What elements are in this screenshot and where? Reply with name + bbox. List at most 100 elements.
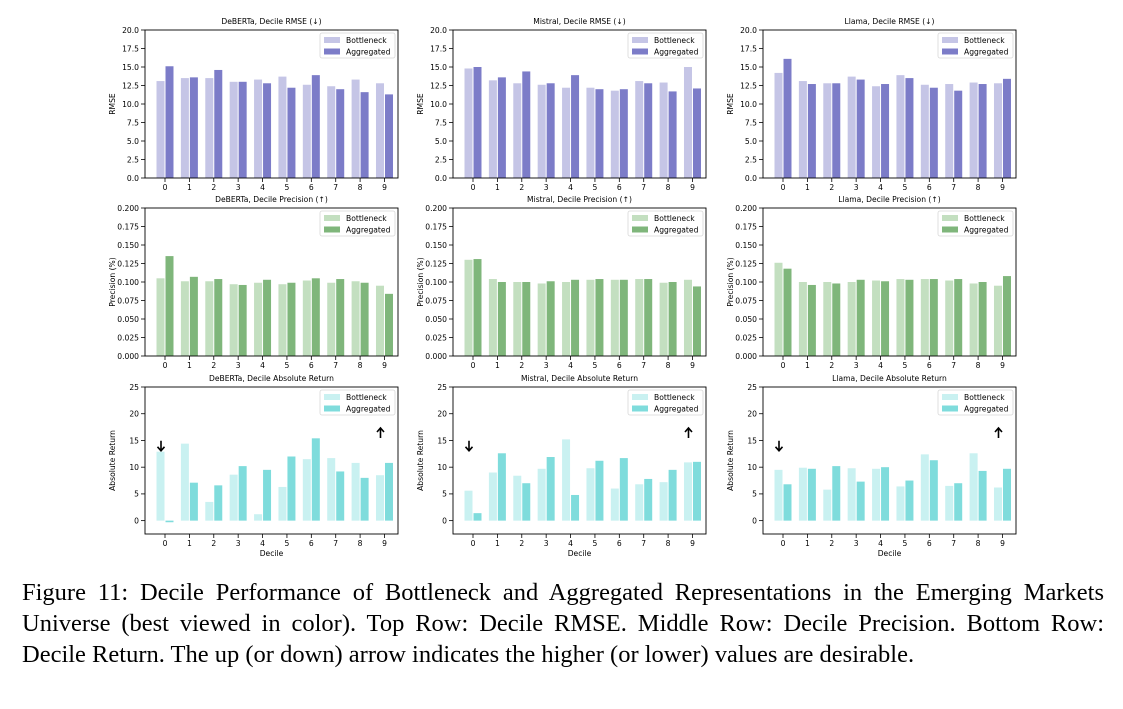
legend-label-bottleneck: Bottleneck xyxy=(964,214,1005,223)
legend-swatch-bottleneck xyxy=(942,394,958,400)
x-tick-label: 9 xyxy=(690,361,695,370)
y-tick-label: 0.025 xyxy=(117,333,139,342)
chart-panel-rmse-0: 0.0 2.5 5.0 7.5 10.0 12.5 15.0 17.5 20.0 0 1 2 3 4 5 6 7… xyxy=(108,17,399,192)
bar-bottleneck-decile-1 xyxy=(488,279,497,356)
x-tick-label: 1 xyxy=(187,183,192,192)
y-tick-label: 17.5 xyxy=(122,44,139,53)
y-tick-label: 0.200 xyxy=(117,204,139,213)
x-tick-label: 2 xyxy=(519,183,524,192)
x-tick-label: 0 xyxy=(781,361,786,370)
y-tick-label: 20 xyxy=(437,410,447,419)
legend: Bottleneck Aggregated xyxy=(627,389,704,416)
y-tick-label: 5 xyxy=(442,490,447,499)
bar-aggregated-decile-0 xyxy=(783,484,792,521)
bar-bottleneck-decile-3 xyxy=(847,282,856,356)
x-tick-label: 3 xyxy=(544,183,549,192)
x-tick-label: 1 xyxy=(495,361,500,370)
bar-aggregated-decile-8 xyxy=(360,92,369,178)
bar-bottleneck-decile-9 xyxy=(683,462,692,521)
y-tick-label: 0.100 xyxy=(425,278,447,287)
y-tick-label: 20.0 xyxy=(740,26,757,35)
down-arrow-icon xyxy=(774,440,784,453)
bar-bottleneck-decile-7 xyxy=(945,84,954,178)
y-tick-label: 2.5 xyxy=(745,155,757,164)
x-tick-label: 1 xyxy=(187,361,192,370)
y-tick-label: 5.0 xyxy=(127,137,139,146)
legend-label-bottleneck: Bottleneck xyxy=(346,36,387,45)
bar-bottleneck-decile-8 xyxy=(969,82,978,178)
bar-aggregated-decile-0 xyxy=(165,520,174,523)
x-tick-label: 2 xyxy=(211,183,216,192)
bar-bottleneck-decile-8 xyxy=(659,82,668,178)
x-tick-label: 1 xyxy=(187,539,192,548)
legend-swatch-aggregated xyxy=(324,405,340,412)
x-tick-label: 1 xyxy=(805,183,810,192)
bar-bottleneck-decile-7 xyxy=(327,282,336,356)
bar-aggregated-decile-3 xyxy=(546,457,555,521)
x-tick-label: 3 xyxy=(544,361,549,370)
y-tick-label: 15 xyxy=(129,436,139,445)
x-tick-label: 3 xyxy=(236,539,241,548)
legend: Bottleneck Aggregated xyxy=(627,210,704,237)
y-tick-label: 0 xyxy=(752,516,757,525)
bar-bottleneck-decile-9 xyxy=(375,285,384,356)
up-arrow-icon xyxy=(376,426,385,438)
y-tick-label: 0.100 xyxy=(117,278,139,287)
plot-frame xyxy=(144,207,399,357)
bar-aggregated-decile-7 xyxy=(644,83,653,178)
y-tick-label: 25 xyxy=(747,383,757,392)
bar-bottleneck-decile-7 xyxy=(945,485,954,521)
bar-bottleneck-decile-8 xyxy=(351,79,360,178)
bar-bottleneck-decile-4 xyxy=(562,87,571,178)
y-tick-label: 20.0 xyxy=(122,26,139,35)
bar-aggregated-decile-1 xyxy=(807,84,816,178)
bar-bottleneck-decile-0 xyxy=(774,469,783,521)
x-tick-label: 1 xyxy=(805,539,810,548)
chart-panel-rmse-1: 0.0 2.5 5.0 7.5 10.0 12.5 15.0 17.5 20.0 0 1 2 3 4 5 6 7… xyxy=(416,17,707,192)
legend-swatch-aggregated xyxy=(632,405,648,412)
bar-aggregated-decile-4 xyxy=(881,281,890,356)
y-tick-label: 0.0 xyxy=(127,174,139,183)
x-tick-label: 3 xyxy=(854,539,859,548)
bar-bottleneck-decile-0 xyxy=(464,259,473,356)
x-axis-label: Decile xyxy=(568,549,592,558)
bar-aggregated-decile-2 xyxy=(214,69,223,178)
x-tick-label: 0 xyxy=(163,183,168,192)
bar-bottleneck-decile-3 xyxy=(847,468,856,521)
legend-swatch-aggregated xyxy=(324,226,340,233)
legend-swatch-aggregated xyxy=(942,405,958,412)
bar-bottleneck-decile-5 xyxy=(896,486,905,521)
chart-panel-precision-0: 0.000 0.025 0.050 0.075 0.100 0.125 0.150 0.175… xyxy=(108,195,399,370)
y-tick-label: 20 xyxy=(129,410,139,419)
y-tick-label: 5 xyxy=(752,490,757,499)
bar-bottleneck-decile-9 xyxy=(993,285,1002,356)
bar-bottleneck-decile-9 xyxy=(683,67,692,178)
bar-bottleneck-decile-1 xyxy=(180,443,189,521)
bar-aggregated-decile-2 xyxy=(522,71,531,178)
y-axis-label: RMSE xyxy=(416,93,425,115)
bar-bottleneck-decile-5 xyxy=(896,279,905,356)
bar-aggregated-decile-9 xyxy=(384,293,393,356)
bar-aggregated-decile-7 xyxy=(336,89,345,178)
bar-bottleneck-decile-4 xyxy=(872,280,881,356)
y-tick-label: 0.150 xyxy=(735,241,757,250)
x-tick-label: 5 xyxy=(285,539,290,548)
x-axis-label: Decile xyxy=(878,549,902,558)
bar-aggregated-decile-4 xyxy=(571,494,580,521)
x-tick-label: 5 xyxy=(903,539,908,548)
figure-panels: 0.02.55.07.510.012.515.017.520.00 1 2 3 4 5 6 7… xyxy=(108,17,1017,558)
bar-bottleneck-decile-7 xyxy=(635,484,644,521)
y-tick-label: 0.100 xyxy=(735,278,757,287)
bar-bottleneck-decile-5 xyxy=(278,76,287,178)
x-tick-label: 9 xyxy=(690,539,695,548)
chart-panel-precision-2: 0.000 0.025 0.050 0.075 0.100 0.125 0.150 0.175… xyxy=(726,195,1017,370)
legend-swatch-bottleneck xyxy=(942,215,958,221)
bar-bottleneck-decile-4 xyxy=(872,468,881,521)
bar-bottleneck-decile-6 xyxy=(302,84,311,178)
x-tick-label: 8 xyxy=(976,361,981,370)
bar-aggregated-decile-7 xyxy=(644,279,653,356)
x-tick-label: 4 xyxy=(260,539,265,548)
bar-bottleneck-decile-4 xyxy=(562,439,571,521)
bar-aggregated-decile-8 xyxy=(668,91,677,178)
chart-title: Llama, Decile Absolute Return xyxy=(832,374,947,383)
